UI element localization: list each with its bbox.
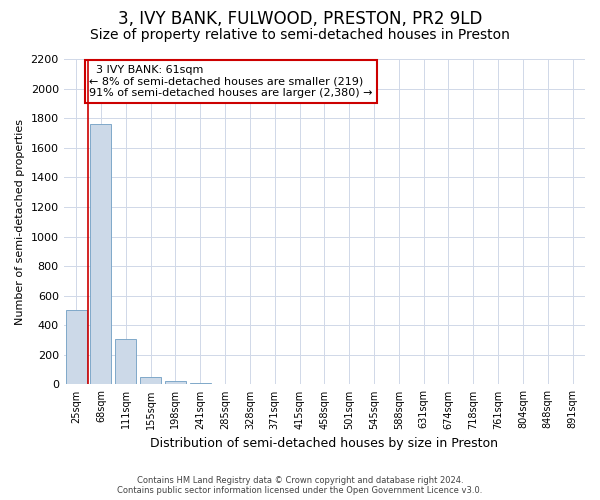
Text: Size of property relative to semi-detached houses in Preston: Size of property relative to semi-detach…	[90, 28, 510, 42]
Bar	[165, 380, 186, 384]
Text: 3, IVY BANK, FULWOOD, PRESTON, PR2 9LD: 3, IVY BANK, FULWOOD, PRESTON, PR2 9LD	[118, 10, 482, 28]
Bar	[140, 377, 161, 384]
X-axis label: Distribution of semi-detached houses by size in Preston: Distribution of semi-detached houses by …	[151, 437, 499, 450]
Text: 3 IVY BANK: 61sqm  
← 8% of semi-detached houses are smaller (219)
91% of semi-d: 3 IVY BANK: 61sqm ← 8% of semi-detached …	[89, 65, 373, 98]
Y-axis label: Number of semi-detached properties: Number of semi-detached properties	[15, 118, 25, 324]
Bar	[115, 340, 136, 384]
Bar	[91, 124, 112, 384]
Text: Contains HM Land Registry data © Crown copyright and database right 2024.
Contai: Contains HM Land Registry data © Crown c…	[118, 476, 482, 495]
Bar	[65, 310, 86, 384]
Bar	[190, 382, 211, 384]
